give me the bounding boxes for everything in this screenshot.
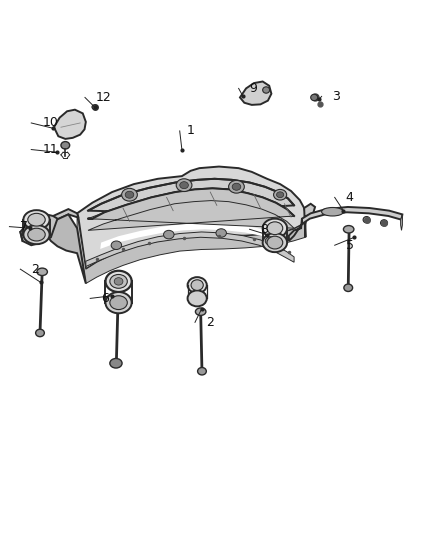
Text: 10: 10 bbox=[42, 117, 58, 130]
Ellipse shape bbox=[267, 222, 283, 235]
Polygon shape bbox=[54, 110, 86, 139]
Ellipse shape bbox=[114, 278, 123, 285]
Ellipse shape bbox=[110, 274, 127, 288]
Ellipse shape bbox=[187, 277, 207, 293]
Ellipse shape bbox=[191, 280, 203, 290]
Ellipse shape bbox=[363, 216, 370, 223]
Polygon shape bbox=[289, 219, 302, 241]
Polygon shape bbox=[77, 166, 306, 269]
Polygon shape bbox=[44, 214, 86, 284]
Ellipse shape bbox=[267, 236, 283, 249]
Ellipse shape bbox=[276, 192, 284, 198]
Polygon shape bbox=[20, 214, 57, 245]
Text: 8: 8 bbox=[261, 223, 268, 236]
Ellipse shape bbox=[343, 225, 354, 233]
Ellipse shape bbox=[180, 182, 188, 189]
Ellipse shape bbox=[110, 296, 127, 310]
Ellipse shape bbox=[176, 179, 192, 191]
Text: 5: 5 bbox=[346, 239, 353, 252]
Ellipse shape bbox=[92, 105, 97, 109]
Polygon shape bbox=[88, 179, 294, 219]
Ellipse shape bbox=[274, 189, 287, 200]
Polygon shape bbox=[77, 213, 305, 284]
Ellipse shape bbox=[111, 241, 122, 249]
Text: 7: 7 bbox=[20, 220, 28, 233]
Ellipse shape bbox=[263, 219, 287, 238]
Polygon shape bbox=[401, 214, 403, 230]
Ellipse shape bbox=[381, 220, 388, 226]
Polygon shape bbox=[88, 188, 294, 230]
Ellipse shape bbox=[28, 213, 45, 226]
Ellipse shape bbox=[110, 359, 122, 368]
Ellipse shape bbox=[232, 183, 241, 190]
Polygon shape bbox=[100, 223, 285, 249]
Ellipse shape bbox=[28, 228, 45, 241]
Ellipse shape bbox=[187, 290, 207, 306]
Ellipse shape bbox=[106, 271, 132, 292]
Text: 6: 6 bbox=[101, 292, 109, 305]
Polygon shape bbox=[44, 209, 78, 232]
Text: 2: 2 bbox=[206, 316, 214, 329]
Ellipse shape bbox=[35, 329, 44, 337]
Ellipse shape bbox=[344, 284, 353, 292]
Ellipse shape bbox=[321, 207, 343, 216]
Text: 2: 2 bbox=[31, 263, 39, 276]
Ellipse shape bbox=[216, 229, 226, 237]
Ellipse shape bbox=[265, 237, 276, 245]
Polygon shape bbox=[240, 82, 272, 105]
Ellipse shape bbox=[106, 292, 132, 313]
Polygon shape bbox=[302, 207, 403, 224]
Ellipse shape bbox=[163, 230, 174, 239]
Ellipse shape bbox=[311, 94, 318, 101]
Text: 9: 9 bbox=[250, 82, 258, 95]
Text: 11: 11 bbox=[42, 143, 58, 156]
Ellipse shape bbox=[263, 233, 287, 252]
Ellipse shape bbox=[122, 188, 138, 201]
Text: 12: 12 bbox=[96, 91, 112, 104]
Ellipse shape bbox=[61, 142, 70, 149]
Ellipse shape bbox=[198, 368, 206, 375]
Ellipse shape bbox=[229, 180, 244, 193]
Ellipse shape bbox=[23, 210, 49, 229]
Ellipse shape bbox=[125, 191, 134, 198]
Ellipse shape bbox=[263, 87, 270, 93]
Polygon shape bbox=[86, 232, 294, 266]
Ellipse shape bbox=[195, 308, 206, 316]
Ellipse shape bbox=[23, 225, 49, 244]
Polygon shape bbox=[304, 204, 315, 237]
Ellipse shape bbox=[37, 268, 47, 276]
Text: 3: 3 bbox=[332, 90, 340, 103]
Text: 4: 4 bbox=[346, 191, 353, 204]
Text: 1: 1 bbox=[187, 124, 194, 138]
